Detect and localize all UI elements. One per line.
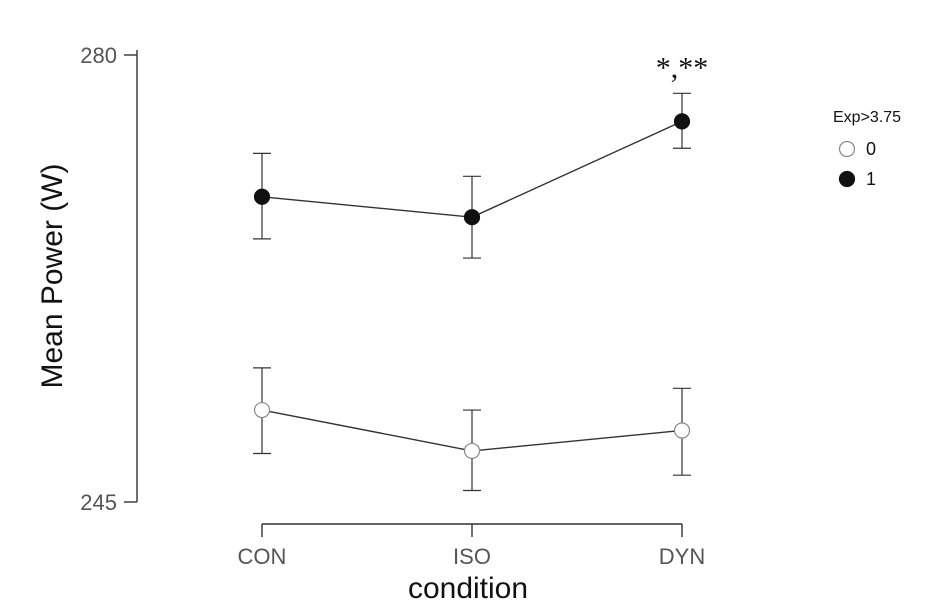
annotations: *,** [656, 51, 709, 84]
x-tick-label: CON [238, 544, 287, 569]
series-0 [253, 367, 691, 492]
legend-label: 0 [866, 139, 876, 159]
data-point [673, 422, 691, 439]
x-axis-title: condition [408, 572, 528, 605]
data-point [253, 188, 271, 205]
data-point [463, 442, 481, 460]
legend-label: 1 [866, 169, 876, 189]
series-1 [253, 92, 691, 259]
data-point [463, 209, 481, 226]
legend-title: Exp>3.75 [833, 109, 901, 126]
plot-area [253, 92, 691, 492]
legend-marker [838, 140, 856, 158]
data-point [673, 113, 691, 130]
y-tick-label: 280 [80, 43, 117, 68]
x-tick-label: ISO [453, 544, 491, 569]
legend-marker [838, 170, 856, 188]
significance-annotation: *,** [656, 51, 709, 84]
y-tick-label: 245 [80, 490, 117, 515]
y-axis-ticks: 245 280 [80, 43, 137, 515]
x-axis-ticks: CON ISO DYN [238, 524, 705, 569]
data-point [253, 401, 271, 419]
x-tick-label: DYN [659, 544, 705, 569]
legend: Exp>3.75 0 1 [833, 109, 901, 189]
y-axis-title: Mean Power (W) [36, 163, 69, 388]
